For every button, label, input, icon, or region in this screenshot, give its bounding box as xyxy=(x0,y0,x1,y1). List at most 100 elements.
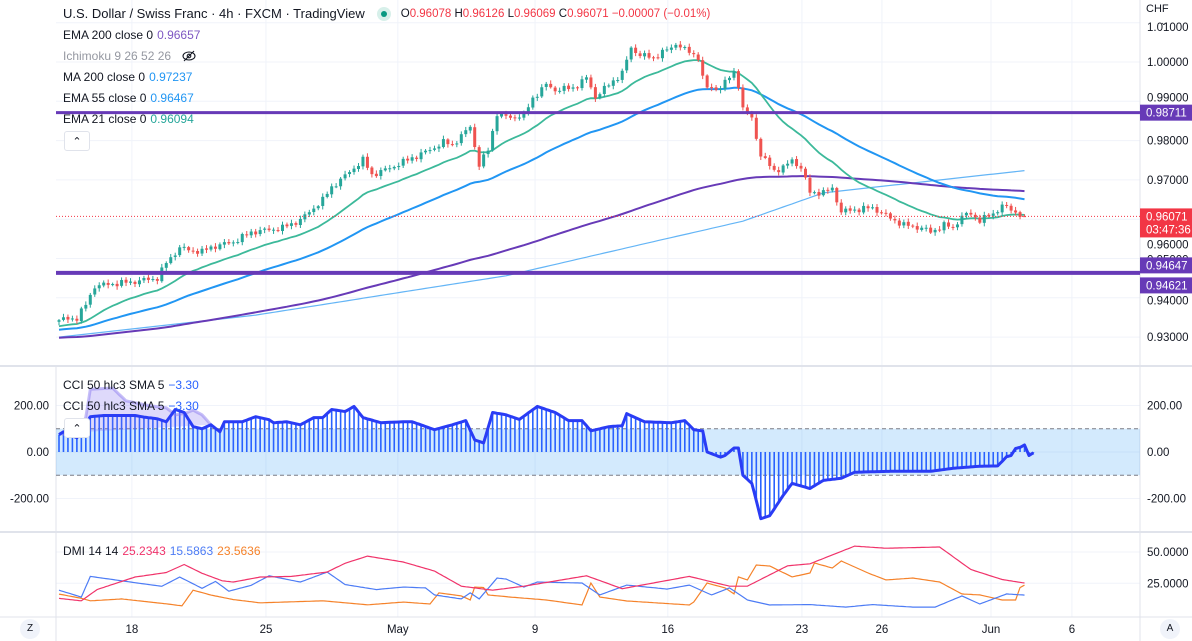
candle xyxy=(593,83,597,102)
candle-body xyxy=(70,318,74,320)
candle-body xyxy=(719,88,723,90)
legend-ma200[interactable]: MA 200 close 0 0.97237 xyxy=(63,70,196,84)
auto-scale-button[interactable]: A xyxy=(1160,619,1180,639)
legend-ema21[interactable]: EMA 21 close 0 0.96094 xyxy=(63,112,198,126)
close-label: C xyxy=(558,7,568,20)
candle-body xyxy=(303,214,307,220)
currency-selector[interactable]: CHF ⌄ xyxy=(1146,3,1192,29)
candle-body xyxy=(285,224,289,227)
candle xyxy=(388,164,392,173)
candle xyxy=(732,67,736,81)
candle-body xyxy=(129,281,133,283)
legend-cci-2[interactable]: CCI 50 hlc3 SMA 5 −3.30 xyxy=(63,399,203,413)
candle xyxy=(701,56,705,80)
legend-cci-1[interactable]: CCI 50 hlc3 SMA 5 −3.30 xyxy=(63,378,203,392)
eye-off-icon[interactable] xyxy=(182,50,196,62)
candle xyxy=(531,95,535,110)
candle-body xyxy=(656,57,660,59)
candle xyxy=(249,228,253,239)
candle-body xyxy=(1014,210,1018,213)
candle-body xyxy=(683,47,687,49)
candle-body xyxy=(406,158,410,161)
plus-di-value: 15.5863 xyxy=(169,544,214,558)
candle xyxy=(343,170,347,181)
candle-body xyxy=(821,190,825,196)
candle xyxy=(862,202,866,215)
legend-value: 0.96094 xyxy=(150,112,194,126)
candle-body xyxy=(464,130,468,135)
candle xyxy=(634,44,638,57)
candle-body xyxy=(124,279,128,283)
candle-body xyxy=(419,152,423,160)
candle-body xyxy=(500,114,504,117)
candle-body xyxy=(249,231,253,236)
candle-body xyxy=(879,212,883,214)
candle xyxy=(406,155,410,164)
plus-di-line xyxy=(58,571,1025,608)
candle xyxy=(754,114,758,141)
candle-body xyxy=(817,192,821,196)
open-label: O xyxy=(400,7,410,20)
candle-body xyxy=(526,107,530,113)
candle-body xyxy=(187,247,191,251)
candle xyxy=(669,44,673,54)
candle-body xyxy=(687,46,691,53)
candle-body xyxy=(459,134,463,144)
candle xyxy=(991,209,995,220)
candle xyxy=(826,187,830,194)
candle-body xyxy=(482,154,486,167)
candle-body xyxy=(803,168,807,178)
bar-countdown-label: 03:47:36 xyxy=(1146,224,1191,236)
legend-ema200[interactable]: EMA 200 close 0 0.96657 xyxy=(63,28,204,42)
legend-value: 0.97237 xyxy=(149,70,193,84)
level-price-label: 0.94647 xyxy=(1146,260,1188,272)
collapse-legend-button[interactable]: ⌃ xyxy=(64,131,90,151)
candle xyxy=(446,138,450,148)
candle xyxy=(513,114,517,122)
candle-body xyxy=(620,70,624,80)
candle-body xyxy=(790,159,794,164)
candle-body xyxy=(240,233,244,243)
legend-ema55[interactable]: EMA 55 close 0 0.96467 xyxy=(63,91,198,105)
candle xyxy=(625,56,629,74)
symbol-title[interactable]: U.S. Dollar / Swiss Franc · 4h · FXCM · … xyxy=(63,6,365,21)
high-label: H xyxy=(454,7,463,20)
current-price-tag xyxy=(1140,208,1192,238)
candle xyxy=(714,84,718,92)
candle xyxy=(374,170,378,178)
candle xyxy=(222,239,226,249)
candle xyxy=(236,238,240,245)
candle xyxy=(736,69,740,91)
candle xyxy=(929,224,933,234)
candle-body xyxy=(777,170,781,173)
legend-value: 0.96657 xyxy=(157,28,201,42)
candle xyxy=(969,209,973,217)
candle-body xyxy=(973,214,977,218)
candle xyxy=(70,315,74,322)
candle-body xyxy=(736,71,740,88)
candle-body xyxy=(84,304,88,309)
candle xyxy=(289,219,293,230)
candle-body xyxy=(365,156,369,168)
candle-body xyxy=(710,87,714,89)
legend-dmi[interactable]: DMI 14 14 25.2343 15.5863 23.5636 xyxy=(63,544,265,558)
candle xyxy=(759,137,763,161)
candle xyxy=(272,227,276,234)
legend-ichimoku[interactable]: Ichimoku 9 26 52 26 xyxy=(63,49,196,63)
dmi-tick-label: 50.0000 xyxy=(1147,547,1189,559)
candle xyxy=(866,204,870,212)
candle xyxy=(1005,202,1009,209)
candle-body xyxy=(61,317,65,320)
candle xyxy=(1009,203,1013,214)
candle-body xyxy=(665,49,669,51)
candle-body xyxy=(763,156,767,158)
zoom-reset-button[interactable]: Z xyxy=(20,619,40,639)
collapse-cci-legend-button[interactable]: ⌃ xyxy=(64,418,90,438)
candle-body xyxy=(562,85,566,91)
time-tick-label: 6 xyxy=(1069,624,1075,636)
candle xyxy=(875,204,879,217)
market-open-indicator xyxy=(376,6,391,21)
candle xyxy=(741,84,745,111)
candle xyxy=(897,217,901,229)
